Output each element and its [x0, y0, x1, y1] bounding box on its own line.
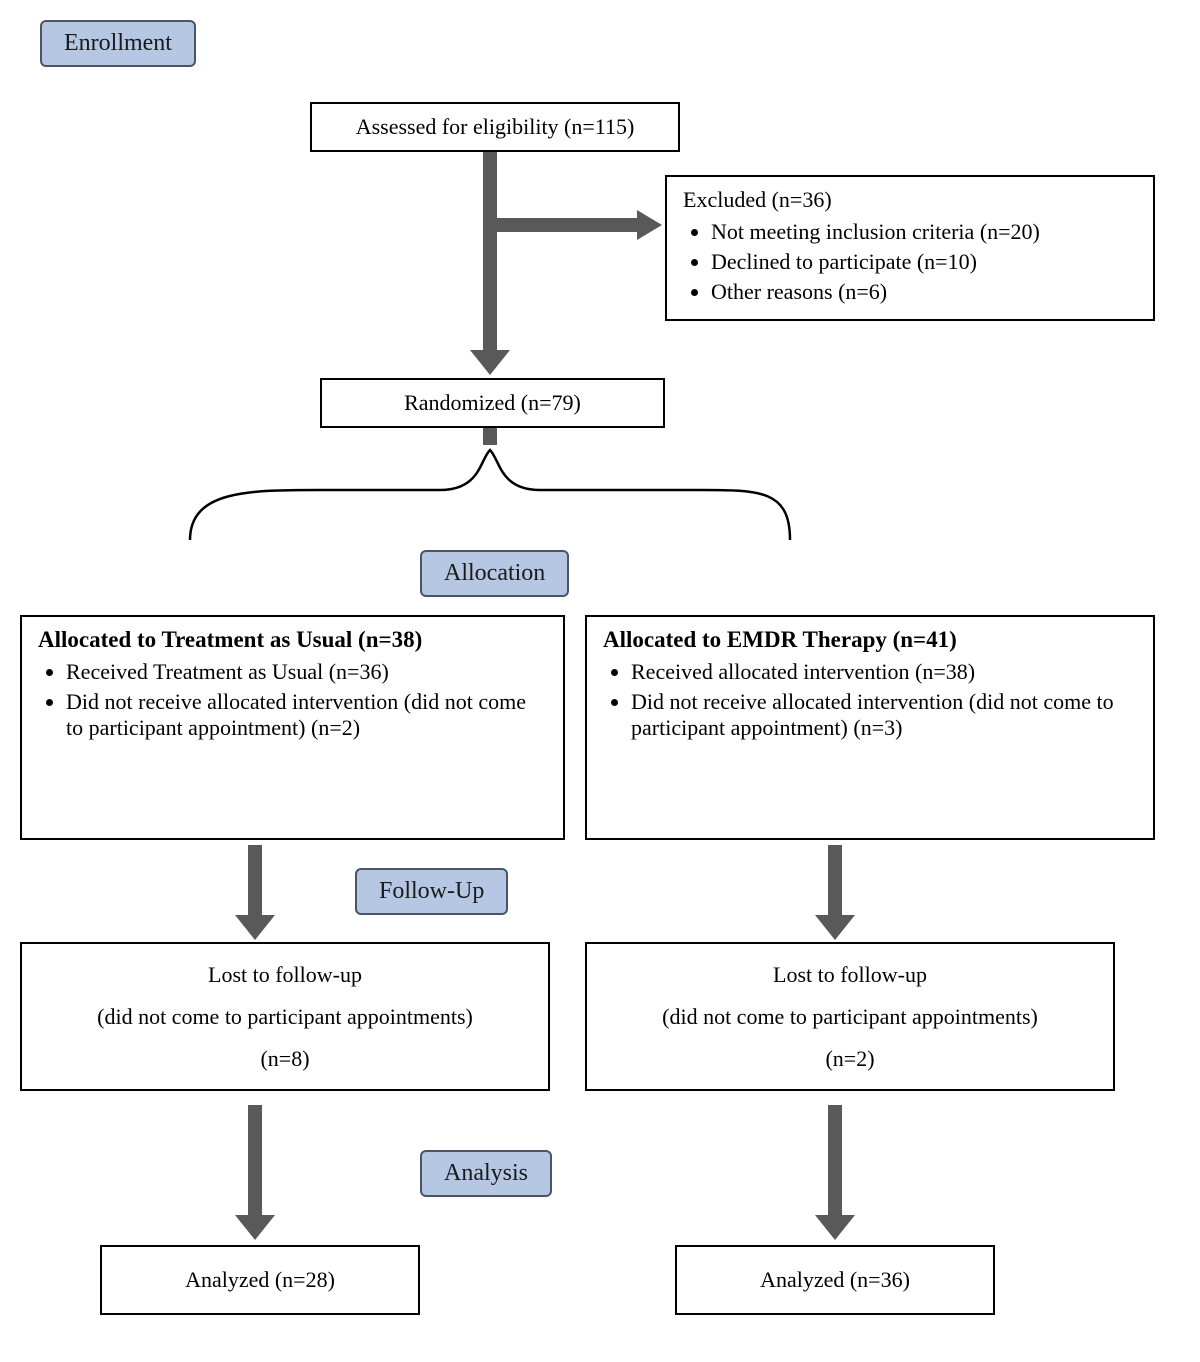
excluded-title: Excluded (n=36) — [683, 187, 1137, 213]
arrow-randomized-down — [483, 425, 497, 445]
alloc-right-item: Received allocated intervention (n=38) — [631, 659, 1137, 685]
arrow-lost-right-to-analyzed — [815, 1105, 855, 1240]
alloc-right-title: Allocated to EMDR Therapy (n=41) — [603, 627, 1137, 653]
phase-followup: Follow-Up — [355, 868, 508, 915]
lost-right-line1: Lost to follow-up — [603, 954, 1097, 996]
node-lost-left: Lost to follow-up (did not come to parti… — [20, 942, 550, 1091]
phase-allocation-label: Allocation — [444, 560, 545, 586]
phase-analysis-label: Analysis — [444, 1160, 528, 1186]
excluded-item: Not meeting inclusion criteria (n=20) — [711, 219, 1137, 245]
phase-allocation: Allocation — [420, 550, 569, 597]
lost-left-line1: Lost to follow-up — [38, 954, 532, 996]
node-analyzed-left: Analyzed (n=28) — [100, 1245, 420, 1315]
lost-left-line3: (n=8) — [38, 1038, 532, 1080]
arrow-alloc-left-to-lost — [235, 845, 275, 940]
analyzed-left-text: Analyzed (n=28) — [185, 1267, 335, 1292]
alloc-left-item: Did not receive allocated intervention (… — [66, 689, 547, 741]
phase-enrollment-label: Enrollment — [64, 30, 172, 56]
split-brace — [190, 450, 790, 540]
arrow-alloc-right-to-lost — [815, 845, 855, 940]
phase-analysis: Analysis — [420, 1150, 552, 1197]
assessed-text: Assessed for eligibility (n=115) — [356, 114, 635, 139]
node-analyzed-right: Analyzed (n=36) — [675, 1245, 995, 1315]
analyzed-right-text: Analyzed (n=36) — [760, 1267, 910, 1292]
excluded-item: Other reasons (n=6) — [711, 279, 1137, 305]
flowchart-canvas: Enrollment Assessed for eligibility (n=1… — [20, 20, 1180, 1342]
arrow-to-excluded — [497, 210, 662, 240]
arrow-lost-left-to-analyzed — [235, 1105, 275, 1240]
alloc-right-list: Received allocated intervention (n=38) D… — [603, 659, 1137, 741]
phase-followup-label: Follow-Up — [379, 878, 484, 904]
alloc-left-list: Received Treatment as Usual (n=36) Did n… — [38, 659, 547, 741]
randomized-text: Randomized (n=79) — [404, 390, 581, 415]
node-alloc-left: Allocated to Treatment as Usual (n=38) R… — [20, 615, 565, 840]
arrow-assessed-to-randomized — [470, 150, 510, 375]
lost-right-line3: (n=2) — [603, 1038, 1097, 1080]
alloc-right-item: Did not receive allocated intervention (… — [631, 689, 1137, 741]
excluded-item: Declined to participate (n=10) — [711, 249, 1137, 275]
node-assessed: Assessed for eligibility (n=115) — [310, 102, 680, 152]
node-alloc-right: Allocated to EMDR Therapy (n=41) Receive… — [585, 615, 1155, 840]
alloc-left-item: Received Treatment as Usual (n=36) — [66, 659, 547, 685]
alloc-left-title: Allocated to Treatment as Usual (n=38) — [38, 627, 547, 653]
lost-right-line2: (did not come to participant appointment… — [603, 996, 1097, 1038]
node-lost-right: Lost to follow-up (did not come to parti… — [585, 942, 1115, 1091]
node-excluded: Excluded (n=36) Not meeting inclusion cr… — [665, 175, 1155, 321]
lost-left-line2: (did not come to participant appointment… — [38, 996, 532, 1038]
excluded-list: Not meeting inclusion criteria (n=20) De… — [683, 219, 1137, 305]
node-randomized: Randomized (n=79) — [320, 378, 665, 428]
phase-enrollment: Enrollment — [40, 20, 196, 67]
